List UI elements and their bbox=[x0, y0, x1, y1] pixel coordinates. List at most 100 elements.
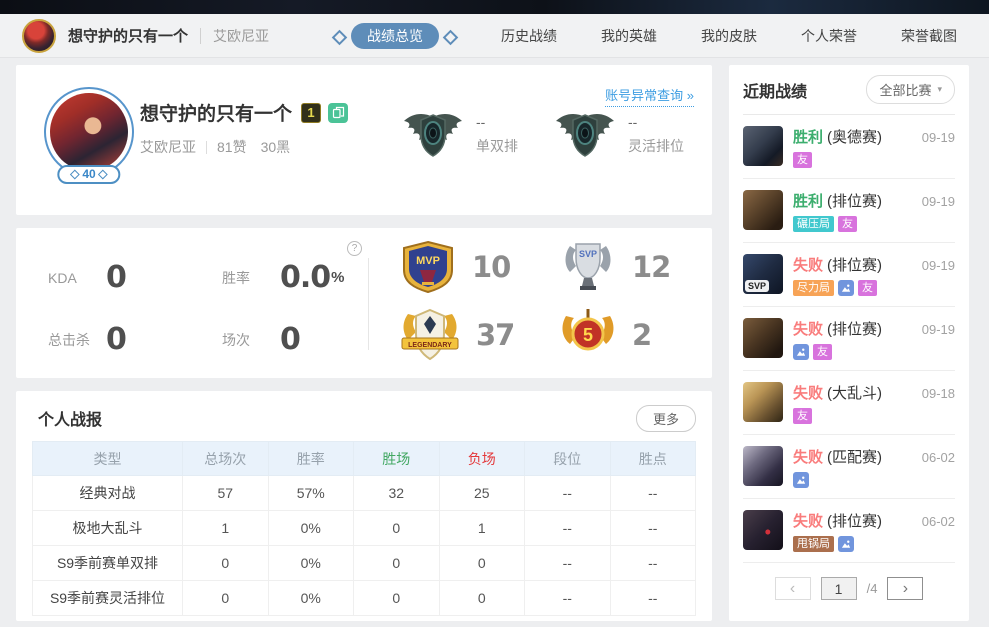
profile-sub-row: 艾欧尼亚 81赞 30黑 bbox=[140, 137, 290, 157]
match-text: 失败 (大乱斗) 09-18 友 bbox=[793, 382, 955, 434]
match-date: 09-19 bbox=[921, 130, 955, 145]
match-tags: 碾压局 友 bbox=[793, 216, 955, 232]
screenshot-icon[interactable] bbox=[793, 472, 809, 488]
tab-champions[interactable]: 我的英雄 bbox=[601, 27, 657, 44]
cell-type: S9季前赛灵活排位 bbox=[32, 580, 183, 616]
match-item[interactable]: 失败 (大乱斗) 09-18 友 bbox=[743, 371, 955, 435]
profile-name-row: 想守护的只有一个 1 bbox=[140, 99, 349, 126]
champion-icon: SVP bbox=[743, 254, 783, 294]
report-title: 个人战报 bbox=[38, 412, 103, 429]
penta-kill-badge-icon: 5 bbox=[562, 309, 614, 351]
side-column: 近期战绩 全部比赛 ▾ 胜利 (奥德赛) 09-19 友 bbox=[729, 65, 969, 621]
match-date: 09-19 bbox=[921, 194, 955, 209]
match-item[interactable]: 失败 (排位赛) 09-19 友 bbox=[743, 307, 955, 371]
match-tags: 友 bbox=[793, 152, 955, 168]
mvp-count: 10 bbox=[472, 250, 511, 284]
col-header-losses: 负场 bbox=[438, 441, 525, 476]
copy-icon[interactable] bbox=[328, 102, 349, 123]
match-item[interactable]: 胜利 (奥德赛) 09-19 友 bbox=[743, 115, 955, 179]
tab-skins[interactable]: 我的皮肤 bbox=[701, 27, 757, 44]
friend-tag: 友 bbox=[838, 216, 857, 232]
rank-text: -- 灵活排位 bbox=[628, 114, 684, 156]
rank-text: -- 单双排 bbox=[476, 114, 518, 156]
report-table: 类型 总场次 胜率 胜场 负场 段位 胜点 经典对战 57 bbox=[32, 441, 696, 616]
rank-queue: 灵活排位 bbox=[628, 138, 684, 154]
match-mode: (匹配赛) bbox=[827, 449, 883, 466]
mvp-badge-icon: MVP bbox=[403, 240, 453, 294]
screenshot-icon[interactable] bbox=[793, 344, 809, 360]
table-row: 经典对战 57 57% 32 25 -- -- bbox=[32, 475, 696, 511]
match-date: 09-19 bbox=[921, 258, 955, 273]
match-mode: (排位赛) bbox=[827, 193, 883, 210]
tab-screenshots[interactable]: 荣誉截图 bbox=[901, 27, 957, 44]
tab-overview[interactable]: 战绩总览 bbox=[351, 22, 439, 49]
match-tags: 尽力局 友 bbox=[793, 280, 955, 296]
champion-icon bbox=[743, 446, 783, 486]
cell-lp: -- bbox=[609, 580, 696, 616]
match-tags: 友 bbox=[793, 344, 955, 360]
match-item[interactable]: SVP 失败 (排位赛) 09-19 尽力局 友 bbox=[743, 243, 955, 307]
help-icon[interactable]: ? bbox=[347, 241, 362, 256]
metric-label: 总击杀 bbox=[48, 331, 90, 348]
profile-name: 想守护的只有一个 bbox=[140, 104, 293, 125]
cell-type: S9季前赛单双排 bbox=[32, 545, 183, 581]
match-result: 失败 bbox=[793, 513, 824, 530]
match-text: 失败 (排位赛) 09-19 友 bbox=[793, 318, 955, 370]
stats-panel: KDA 0 胜率 0.0 % 总击杀 0 场次 0 ? bbox=[16, 228, 712, 378]
match-text: 失败 (匹配赛) 06-02 bbox=[793, 446, 955, 498]
penta-kill-badge-cell: 5 2 bbox=[560, 308, 652, 362]
cell-rank: -- bbox=[524, 510, 611, 546]
unranked-emblem-icon bbox=[556, 113, 614, 157]
match-text: 胜利 (排位赛) 09-19 碾压局 友 bbox=[793, 190, 955, 242]
match-tags: 友 bbox=[793, 408, 955, 424]
profile-server: 艾欧尼亚 bbox=[140, 139, 196, 155]
cell-total: 0 bbox=[182, 580, 269, 616]
metric-games: 场次 0 bbox=[222, 322, 301, 357]
page-number[interactable]: 1 bbox=[820, 577, 857, 600]
svp-overlay-badge: SVP bbox=[745, 280, 770, 292]
tab-history[interactable]: 历史战绩 bbox=[501, 27, 557, 44]
svp-badge-icon: SVP bbox=[565, 243, 611, 290]
metric-value: 0 bbox=[106, 260, 127, 295]
cell-wins: 0 bbox=[353, 580, 440, 616]
match-item[interactable]: 胜利 (排位赛) 09-19 碾压局 友 bbox=[743, 179, 955, 243]
hero-banner bbox=[0, 0, 989, 14]
account-abnormal-link[interactable]: 账号异常查询 » bbox=[605, 85, 694, 107]
match-mode: (奥德赛) bbox=[827, 129, 883, 146]
page-content: 40 想守护的只有一个 1 艾欧尼亚 81赞 30黑 账号异常查询 » bbox=[0, 58, 989, 621]
screenshot-icon[interactable] bbox=[838, 536, 854, 552]
match-result: 失败 bbox=[793, 257, 824, 274]
personal-report-panel: 个人战报 更多 类型 总场次 胜率 胜场 负场 段位 胜点 bbox=[16, 391, 712, 621]
divider bbox=[368, 258, 369, 350]
page-total: /4 bbox=[866, 581, 878, 596]
friend-tag: 友 bbox=[793, 408, 812, 424]
col-header-lp: 胜点 bbox=[609, 441, 696, 476]
cell-winrate: 0% bbox=[267, 510, 354, 546]
col-header-wins: 胜场 bbox=[353, 441, 440, 476]
cell-lp: -- bbox=[609, 545, 696, 581]
recent-matches-panel: 近期战绩 全部比赛 ▾ 胜利 (奥德赛) 09-19 友 bbox=[729, 65, 969, 621]
cell-total: 0 bbox=[182, 545, 269, 581]
metric-total-kills: 总击杀 0 bbox=[48, 322, 127, 357]
player-avatar bbox=[22, 18, 56, 53]
metric-value: 0 bbox=[280, 322, 301, 357]
screenshot-icon[interactable] bbox=[838, 280, 854, 296]
match-mode: (排位赛) bbox=[827, 257, 883, 274]
cell-wins: 0 bbox=[353, 510, 440, 546]
profile-avatar: 40 bbox=[44, 87, 134, 184]
penta-label: 5 bbox=[583, 325, 593, 345]
prev-page-button[interactable]: ‹ bbox=[774, 577, 811, 600]
cell-lp: -- bbox=[609, 475, 696, 511]
match-date: 06-02 bbox=[921, 450, 955, 465]
effort-tag: 尽力局 bbox=[793, 280, 834, 296]
cell-losses: 25 bbox=[438, 475, 525, 511]
table-row: 极地大乱斗 1 0% 0 1 -- -- bbox=[32, 510, 696, 546]
match-filter-dropdown[interactable]: 全部比赛 ▾ bbox=[866, 75, 955, 104]
tab-honors[interactable]: 个人荣誉 bbox=[801, 27, 857, 44]
match-mode: (排位赛) bbox=[827, 513, 883, 530]
match-text: 失败 (排位赛) 09-19 尽力局 友 bbox=[793, 254, 955, 306]
next-page-button[interactable]: › bbox=[887, 577, 924, 600]
more-button[interactable]: 更多 bbox=[635, 404, 696, 432]
match-item[interactable]: 失败 (排位赛) 06-02 甩锅局 bbox=[743, 499, 955, 563]
match-item[interactable]: 失败 (匹配赛) 06-02 bbox=[743, 435, 955, 499]
